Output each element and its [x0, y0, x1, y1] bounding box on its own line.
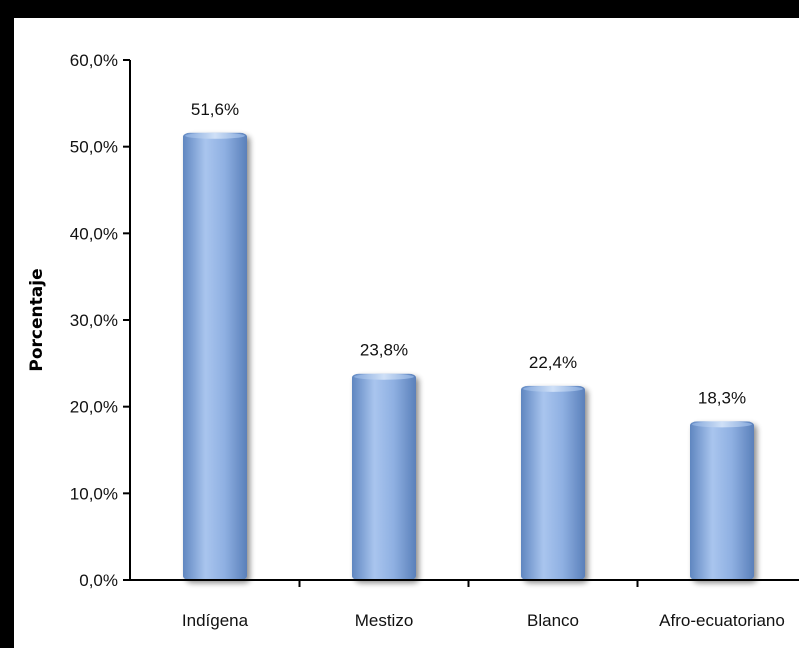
- x-tick-label: Afro-ecuatoriano: [659, 611, 785, 630]
- bar-cap: [523, 385, 583, 392]
- y-tick-label: 10,0%: [70, 484, 118, 503]
- y-tick-label: 50,0%: [70, 138, 118, 157]
- x-tick-label: Indígena: [182, 611, 249, 630]
- y-tick-label: 0,0%: [79, 571, 118, 590]
- x-tick-label: Mestizo: [355, 611, 414, 630]
- chart-area: 0,0% 10,0% 20,0% 30,0% 40,0% 50,0% 60,0% 51,6%…: [14, 18, 799, 648]
- y-tick-label: 30,0%: [70, 311, 118, 330]
- data-label: 51,6%: [191, 100, 239, 119]
- data-label: 23,8%: [360, 341, 408, 360]
- bar-afro-ecuatoriano: [690, 421, 754, 580]
- bar-cap: [354, 373, 414, 380]
- x-tick-label: Blanco: [527, 611, 579, 630]
- bar-mestizo: [352, 373, 416, 580]
- data-label: 22,4%: [529, 353, 577, 372]
- x-axis: Indígena Mestizo Blanco Afro-ecuatoriano: [130, 579, 799, 630]
- bar-cap: [185, 132, 245, 139]
- y-axis: 0,0% 10,0% 20,0% 30,0% 40,0% 50,0% 60,0%: [70, 51, 131, 590]
- bar-ind-gena: [183, 132, 247, 581]
- bar-chart: 0,0% 10,0% 20,0% 30,0% 40,0% 50,0% 60,0% 51,6%…: [27, 51, 799, 630]
- y-tick-label: 60,0%: [70, 51, 118, 70]
- y-axis-title: Porcentaje: [27, 268, 47, 371]
- bar-blanco: [521, 385, 585, 580]
- data-label: 18,3%: [698, 388, 746, 407]
- y-tick-label: 40,0%: [70, 224, 118, 243]
- bars: 51,6% 23,8% 22,4% 18,3%: [183, 100, 754, 581]
- y-tick-label: 20,0%: [70, 398, 118, 417]
- bar-cap: [692, 421, 752, 428]
